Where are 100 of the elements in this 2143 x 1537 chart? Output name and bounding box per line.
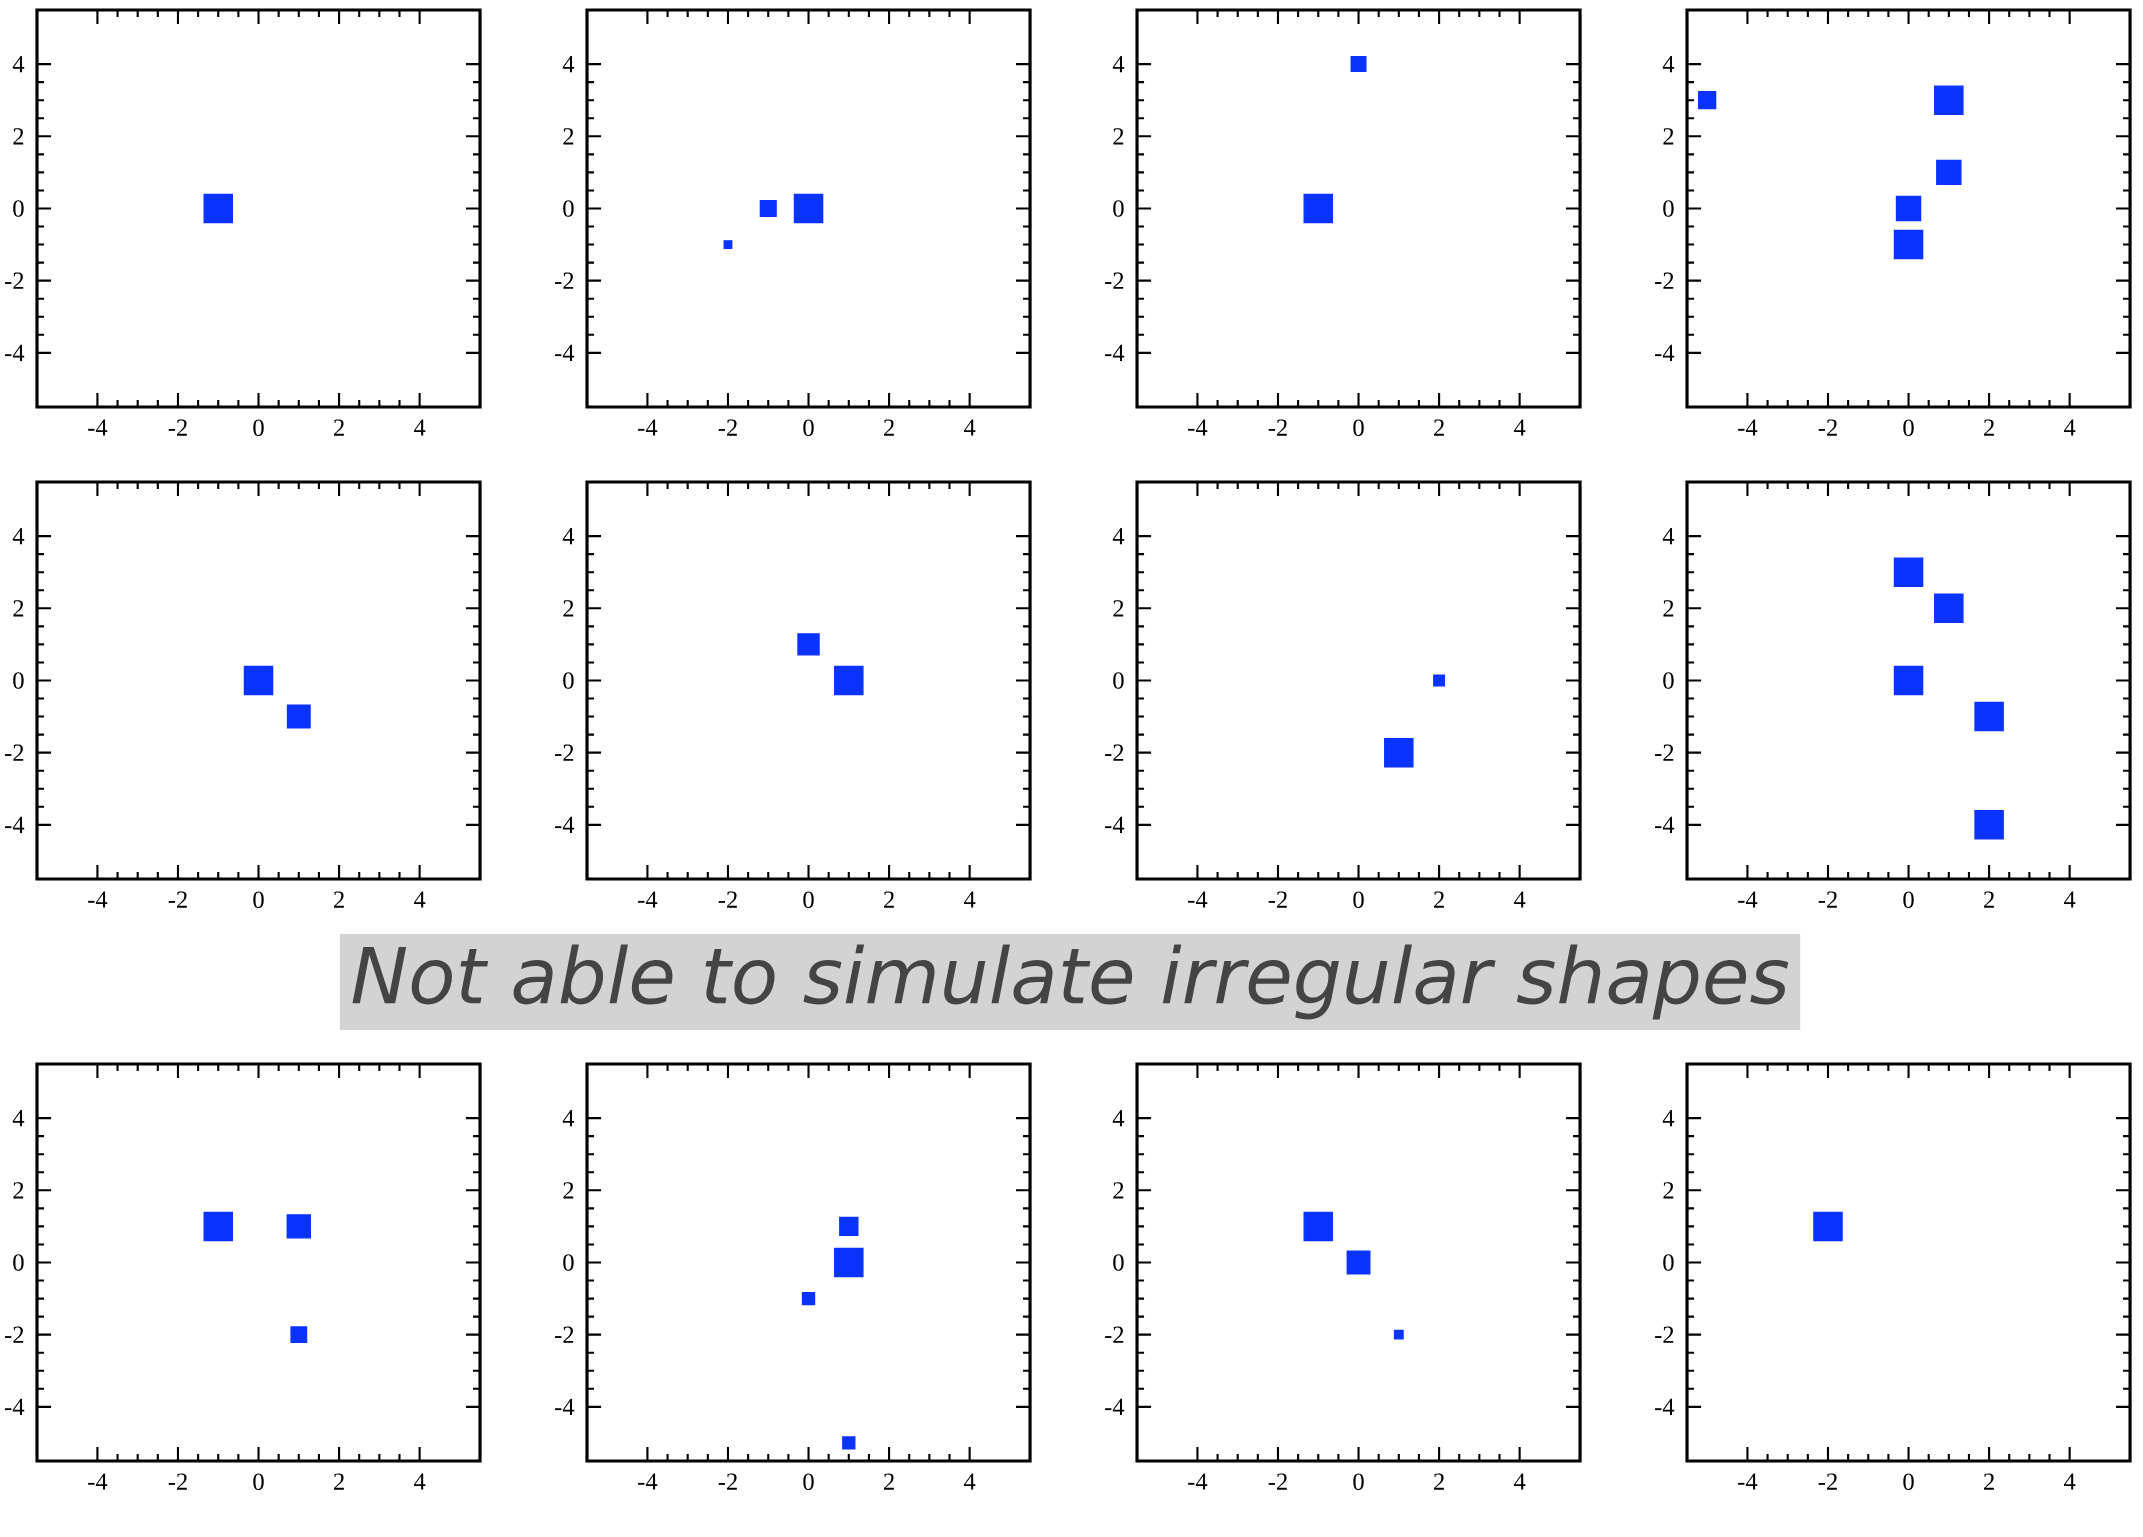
x-tick-label: -4 — [1188, 1473, 1208, 1490]
y-tick-label: 0 — [1663, 672, 1674, 689]
x-tick-label: 4 — [2063, 419, 2076, 436]
x-tick-label: -4 — [638, 891, 658, 908]
x-tick-label: -4 — [1188, 419, 1208, 436]
y-tick-label: -4 — [555, 816, 575, 833]
y-tick-label: 2 — [1663, 600, 1674, 617]
x-tick-label: 2 — [1434, 1473, 1444, 1490]
x-tick-label: 2 — [884, 891, 894, 908]
y-tick-label: -4 — [555, 1398, 575, 1415]
y-tick-label: 2 — [1663, 1182, 1674, 1199]
y-tick-label: -4 — [1105, 816, 1125, 833]
y-tick-label: -4 — [1655, 1398, 1675, 1415]
y-tick-label: -2 — [555, 1326, 574, 1343]
y-tick-label: -2 — [1105, 272, 1124, 289]
x-tick-label: -2 — [1268, 1473, 1287, 1490]
y-tick-label: 2 — [563, 1182, 574, 1199]
y-tick-label: 4 — [1662, 55, 1675, 73]
x-tick-label: 4 — [1513, 1473, 1526, 1490]
y-tick-label: 2 — [1663, 128, 1674, 145]
y-tick-label: 2 — [563, 600, 574, 617]
x-tick-label: 2 — [884, 419, 894, 436]
x-tick-label: 2 — [1984, 419, 1994, 436]
x-tick-label: 2 — [1434, 419, 1444, 436]
x-tick-label: 2 — [1434, 891, 1444, 908]
x-tick-label: -2 — [1818, 891, 1837, 908]
x-tick-label: -2 — [718, 891, 737, 908]
y-tick-label: -4 — [5, 344, 25, 361]
y-tick-label: 2 — [1113, 600, 1124, 617]
x-tick-label: 0 — [803, 1473, 814, 1490]
x-tick-label: 0 — [1903, 891, 1914, 908]
x-tick-label: 4 — [963, 419, 976, 436]
x-tick-label: -4 — [1738, 1473, 1758, 1490]
y-tick-label: 4 — [562, 528, 575, 545]
x-tick-label: 0 — [1353, 1473, 1364, 1490]
y-tick-label: -4 — [1105, 344, 1125, 361]
x-tick-label: -2 — [1268, 891, 1287, 908]
x-tick-label: 4 — [413, 419, 426, 436]
x-tick-label: -4 — [1738, 419, 1758, 436]
y-tick-label: 2 — [13, 1182, 24, 1199]
x-tick-label: 0 — [253, 891, 264, 908]
y-tick-label: 4 — [1662, 1110, 1675, 1127]
x-tick-label: 4 — [963, 891, 976, 908]
x-tick-label: 4 — [413, 1473, 426, 1490]
x-tick-label: -2 — [718, 1473, 737, 1490]
x-tick-label: -2 — [168, 891, 187, 908]
x-tick-label: 0 — [803, 419, 814, 436]
y-tick-label: -4 — [1105, 1398, 1125, 1415]
y-tick-label: 4 — [12, 55, 25, 73]
x-tick-label: 0 — [803, 891, 814, 908]
y-tick-label: -4 — [1655, 344, 1675, 361]
y-tick-label: 4 — [12, 1110, 25, 1127]
x-tick-label: -2 — [1268, 419, 1287, 436]
x-tick-label: 0 — [1903, 419, 1914, 436]
x-tick-label: 0 — [1353, 891, 1364, 908]
y-tick-label: 4 — [12, 528, 25, 545]
x-tick-label: -2 — [168, 1473, 187, 1490]
x-tick-label: -4 — [638, 1473, 658, 1490]
x-tick-label: -2 — [168, 419, 187, 436]
y-tick-label: 0 — [1113, 672, 1124, 689]
y-tick-label: 4 — [1112, 55, 1125, 73]
y-tick-label: 2 — [13, 600, 24, 617]
x-tick-label: -2 — [1818, 419, 1837, 436]
x-tick-label: 4 — [1513, 891, 1526, 908]
y-tick-label: 4 — [562, 55, 575, 73]
y-tick-label: 0 — [13, 200, 24, 217]
x-tick-label: 2 — [334, 419, 344, 436]
y-tick-label: -2 — [5, 272, 24, 289]
y-tick-label: -2 — [555, 744, 574, 761]
y-tick-label: -2 — [5, 744, 24, 761]
x-tick-label: -4 — [88, 1473, 108, 1490]
y-tick-label: -2 — [1655, 1326, 1674, 1343]
x-tick-label: 2 — [1984, 891, 1994, 908]
y-tick-label: 4 — [1112, 528, 1125, 545]
x-tick-label: 0 — [253, 1473, 264, 1490]
y-tick-label: -2 — [5, 1326, 24, 1343]
x-tick-label: -4 — [88, 891, 108, 908]
x-tick-label: -4 — [1188, 891, 1208, 908]
y-tick-label: 4 — [1662, 528, 1675, 545]
y-tick-label: 0 — [1663, 1254, 1674, 1271]
y-tick-label: 0 — [1113, 1254, 1124, 1271]
x-tick-label: 4 — [2063, 1473, 2076, 1490]
x-tick-label: -4 — [88, 419, 108, 436]
y-tick-label: 2 — [563, 128, 574, 145]
y-tick-label: -2 — [1105, 744, 1124, 761]
y-tick-label: 0 — [1113, 200, 1124, 217]
x-tick-label: 4 — [1513, 419, 1526, 436]
y-tick-label: -2 — [1655, 272, 1674, 289]
x-tick-label: 2 — [334, 1473, 344, 1490]
x-tick-label: -4 — [1738, 891, 1758, 908]
y-tick-label: 2 — [1113, 128, 1124, 145]
y-tick-label: -4 — [5, 816, 25, 833]
y-tick-label: -2 — [555, 272, 574, 289]
x-tick-label: 0 — [1353, 419, 1364, 436]
text: Not able to simulate irregular shapes — [352, 944, 1789, 1020]
y-tick-label: -4 — [1655, 816, 1675, 833]
y-tick-label: 0 — [563, 672, 574, 689]
y-tick-label: -2 — [1655, 744, 1674, 761]
x-tick-label: -2 — [1818, 1473, 1837, 1490]
x-tick-label: 0 — [1903, 1473, 1914, 1490]
